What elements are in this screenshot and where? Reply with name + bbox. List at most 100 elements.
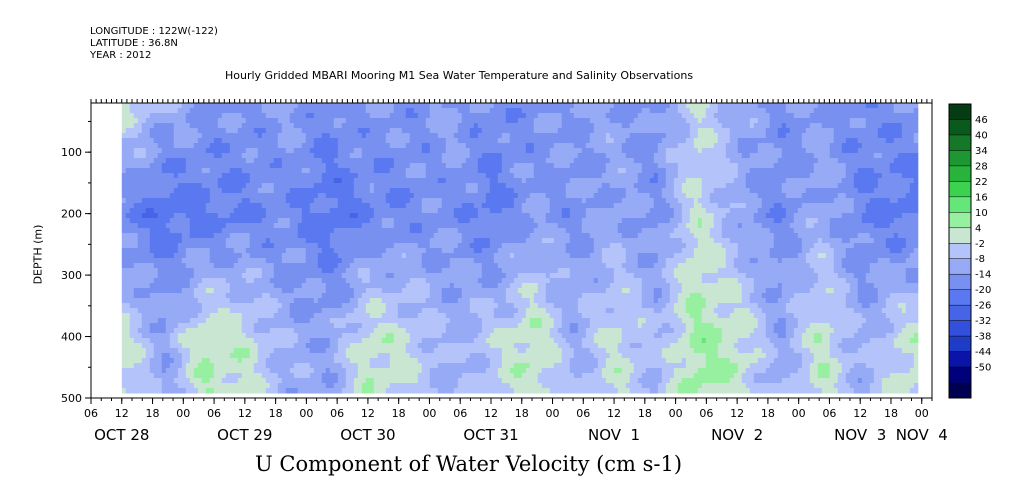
field-cell	[185, 183, 191, 189]
field-cell	[357, 238, 363, 244]
field-cell	[125, 193, 131, 199]
field-cell	[353, 268, 359, 274]
field-cell	[177, 118, 183, 124]
field-cell	[349, 303, 355, 309]
field-cell	[369, 238, 375, 244]
field-cell	[321, 298, 327, 304]
field-cell	[405, 303, 411, 309]
field-cell	[233, 253, 239, 259]
field-cell	[225, 253, 231, 259]
field-cell	[137, 333, 143, 339]
field-cell	[185, 323, 191, 329]
field-cell	[381, 368, 387, 374]
field-cell	[445, 373, 451, 379]
field-cell	[341, 188, 347, 194]
field-cell	[157, 333, 163, 339]
field-cell	[369, 378, 375, 384]
field-cell	[289, 183, 295, 189]
field-cell	[325, 133, 331, 139]
field-cell	[297, 283, 303, 289]
field-cell	[201, 253, 207, 259]
field-cell	[305, 308, 311, 314]
field-cell	[237, 298, 243, 304]
field-cell	[169, 163, 175, 169]
field-cell	[201, 173, 207, 179]
field-cell	[345, 123, 351, 129]
field-cell	[225, 148, 231, 154]
field-cell	[257, 108, 263, 114]
field-cell	[437, 243, 443, 249]
field-cell	[253, 348, 259, 354]
field-cell	[181, 288, 187, 294]
field-cell	[413, 138, 419, 144]
field-cell	[205, 113, 211, 119]
field-cell	[241, 333, 247, 339]
field-cell	[397, 178, 403, 184]
field-cell	[293, 128, 299, 134]
field-cell	[361, 113, 367, 119]
field-cell	[401, 308, 407, 314]
field-cell	[141, 108, 147, 114]
field-cell	[157, 198, 163, 204]
field-cell	[169, 323, 175, 329]
field-cell	[333, 113, 339, 119]
field-cell	[321, 108, 327, 114]
field-cell	[321, 378, 327, 384]
field-cell	[345, 103, 351, 109]
field-cell	[385, 238, 391, 244]
field-cell	[353, 303, 359, 309]
field-cell	[417, 363, 423, 369]
field-cell	[293, 338, 299, 344]
field-cell	[221, 163, 227, 169]
field-cell	[277, 248, 283, 254]
field-cell	[185, 233, 191, 239]
field-cell	[237, 283, 243, 289]
field-cell	[209, 313, 215, 319]
field-cell	[437, 378, 443, 384]
field-cell	[301, 203, 307, 209]
field-cell	[369, 228, 375, 234]
field-cell	[273, 118, 279, 124]
field-cell	[385, 303, 391, 309]
field-cell	[397, 198, 403, 204]
field-cell	[261, 243, 267, 249]
field-cell	[329, 233, 335, 239]
field-cell	[217, 193, 223, 199]
field-cell	[241, 153, 247, 159]
field-cell	[377, 168, 383, 174]
field-cell	[221, 148, 227, 154]
field-cell	[193, 313, 199, 319]
field-cell	[253, 163, 259, 169]
field-cell	[257, 373, 263, 379]
field-cell	[461, 218, 467, 224]
field-cell	[301, 258, 307, 264]
field-cell	[177, 278, 183, 284]
field-cell	[185, 153, 191, 159]
field-cell	[269, 168, 275, 174]
field-cell	[201, 343, 207, 349]
field-cell	[197, 223, 203, 229]
longitude-label: LONGITUDE : 122W(-122)	[90, 26, 218, 37]
field-cell	[129, 113, 135, 119]
field-cell	[325, 258, 331, 264]
field-cell	[389, 293, 395, 299]
field-cell	[321, 228, 327, 234]
field-cell	[429, 363, 435, 369]
field-cell	[165, 348, 171, 354]
field-cell	[165, 228, 171, 234]
field-cell	[357, 123, 363, 129]
field-cell	[277, 228, 283, 234]
field-cell	[153, 188, 159, 194]
field-cell	[125, 223, 131, 229]
field-cell	[357, 288, 363, 294]
field-cell	[193, 368, 199, 374]
field-cell	[301, 293, 307, 299]
field-cell	[217, 128, 223, 134]
field-cell	[173, 223, 179, 229]
field-cell	[233, 183, 239, 189]
field-cell	[185, 383, 191, 389]
field-cell	[385, 348, 391, 354]
field-cell	[197, 188, 203, 194]
field-cell	[405, 123, 411, 129]
field-cell	[381, 233, 387, 239]
